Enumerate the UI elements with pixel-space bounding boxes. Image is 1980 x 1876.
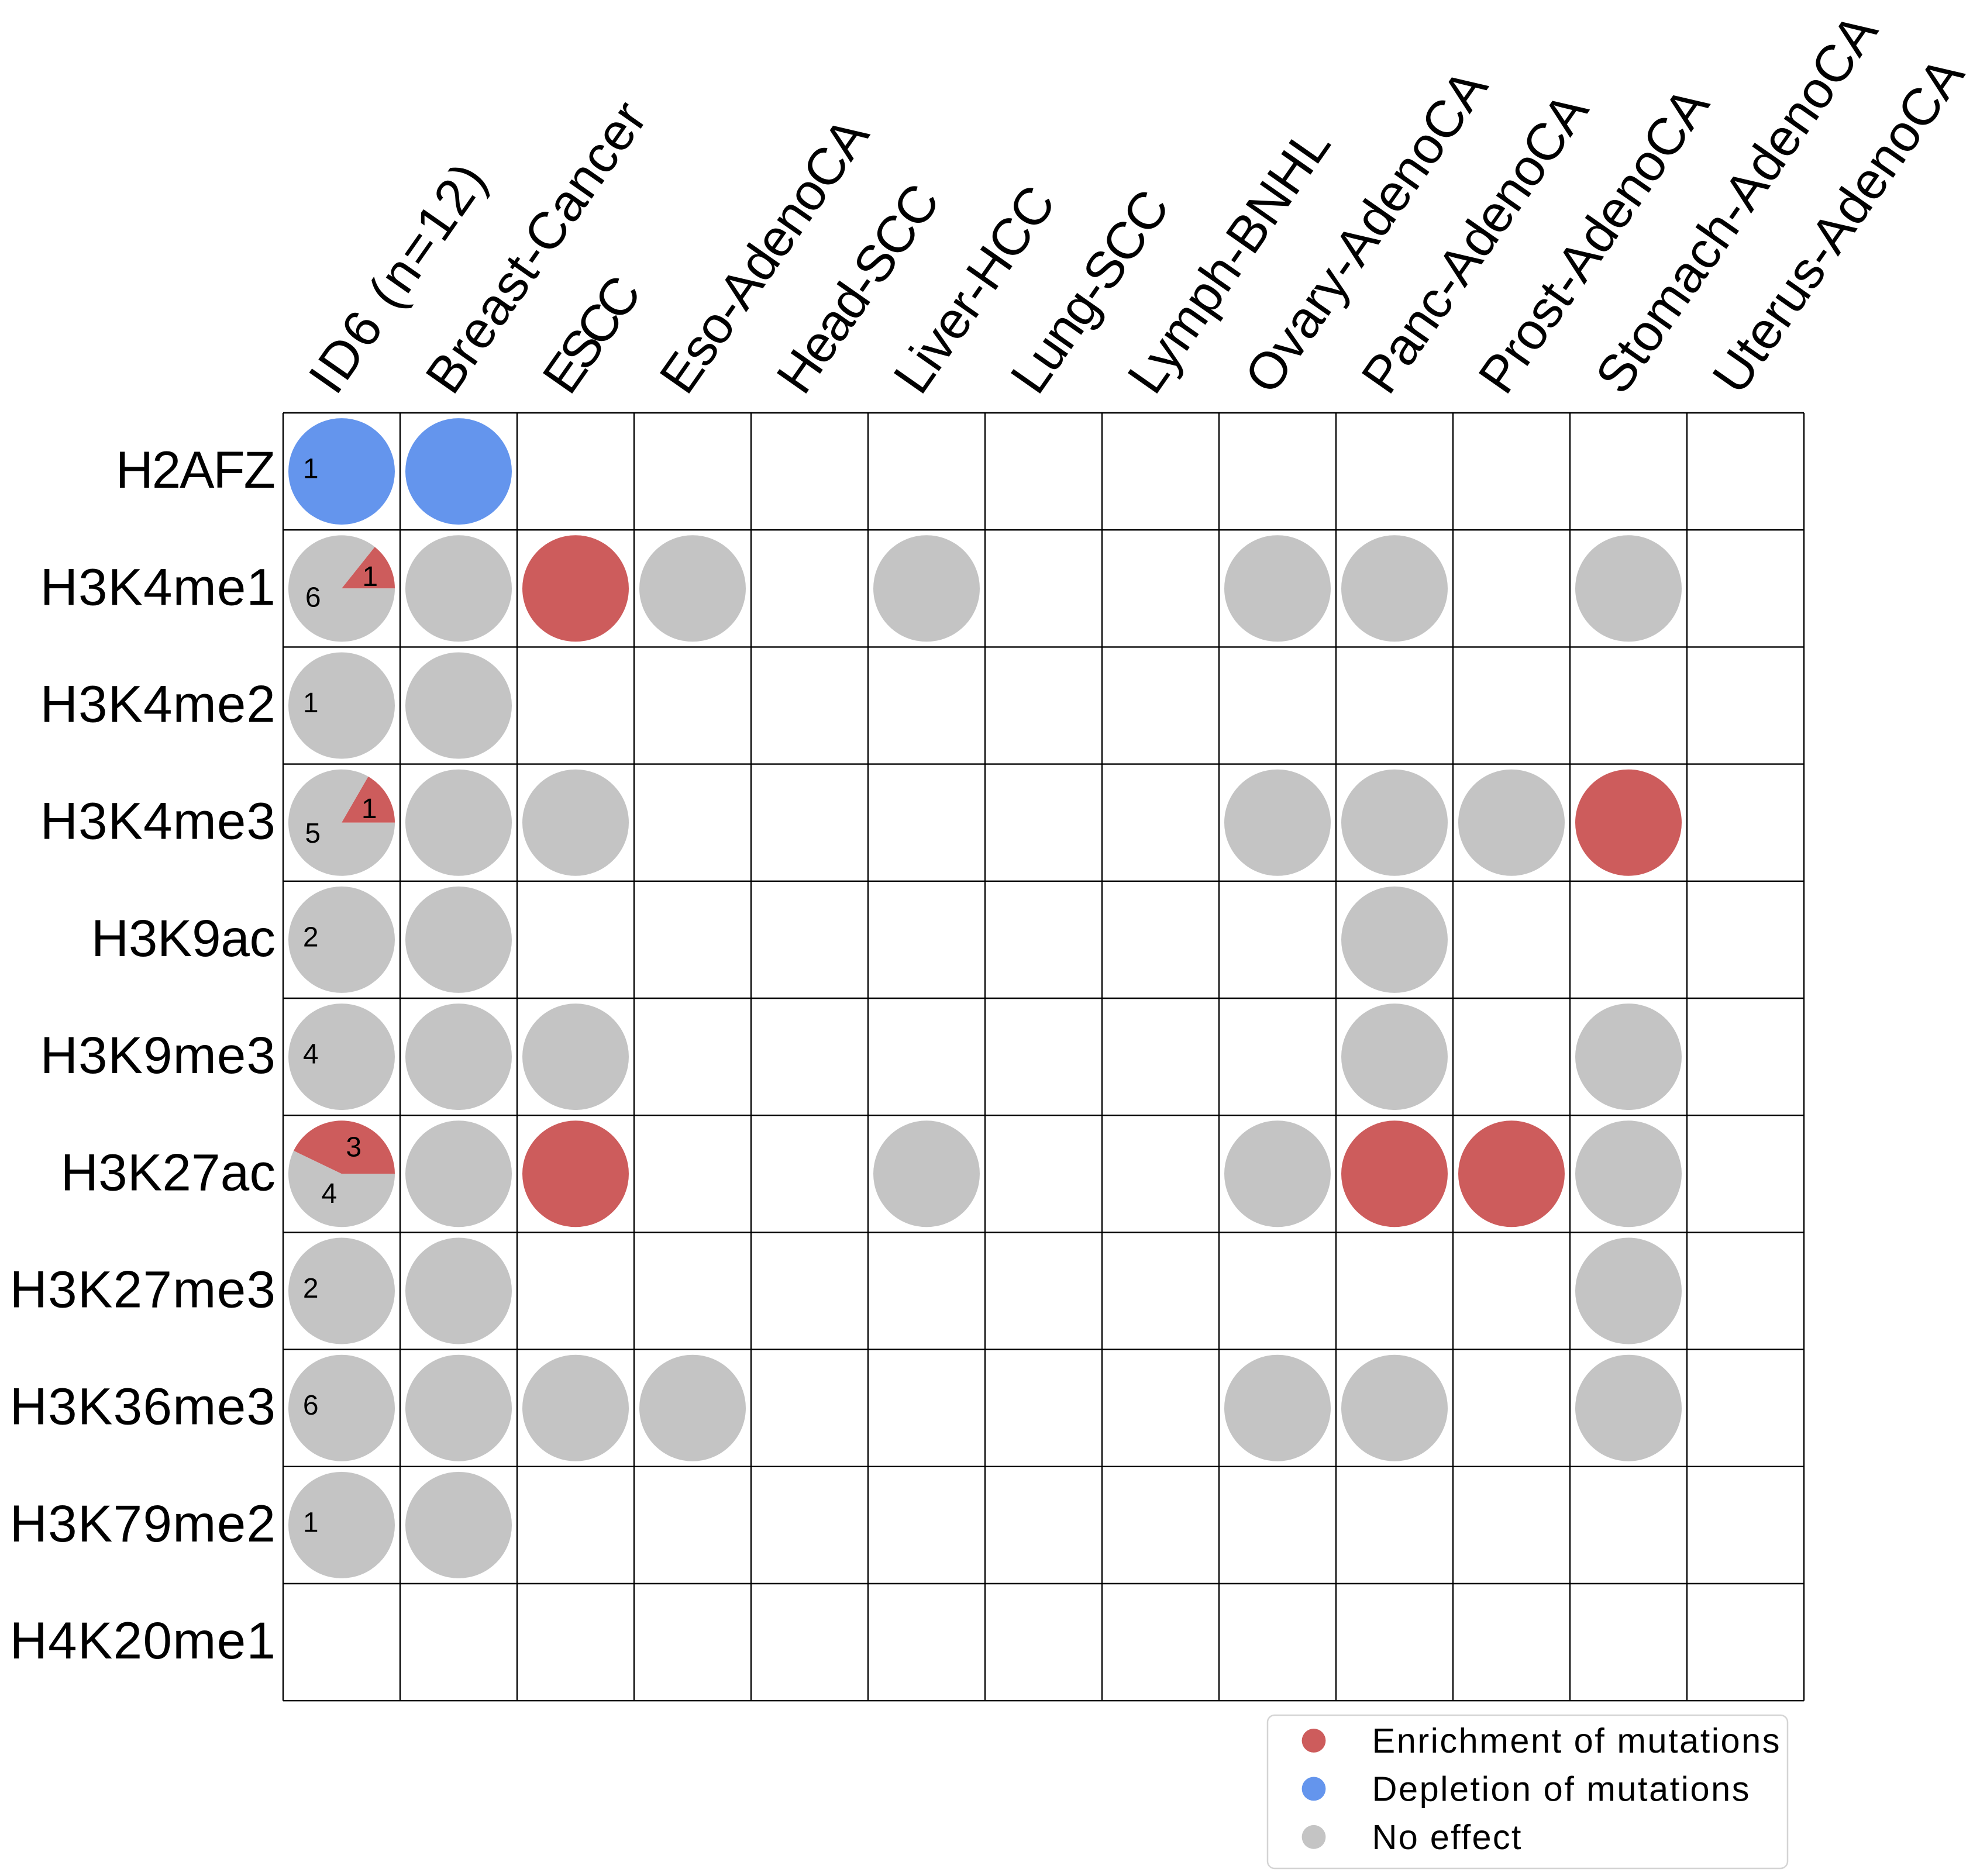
svg-text:H3K9me3: H3K9me3 [40,1026,276,1084]
svg-text:Depletion of mutations: Depletion of mutations [1372,1769,1751,1808]
svg-text:4: 4 [322,1178,338,1209]
svg-text:1: 1 [303,454,319,485]
svg-text:H3K4me1: H3K4me1 [40,557,276,616]
svg-text:No effect: No effect [1372,1818,1523,1857]
svg-text:1: 1 [303,1507,319,1538]
svg-text:1: 1 [303,688,319,719]
svg-text:5: 5 [305,818,321,849]
svg-text:6: 6 [303,1390,319,1421]
svg-text:H4K20me1: H4K20me1 [10,1611,277,1670]
svg-text:H3K79me2: H3K79me2 [10,1494,277,1553]
svg-text:2: 2 [303,922,319,953]
svg-text:H2AFZ: H2AFZ [116,440,274,499]
svg-text:H3K27me3: H3K27me3 [10,1260,277,1319]
svg-text:6: 6 [305,582,321,613]
svg-text:1: 1 [362,561,378,592]
svg-text:H3K4me2: H3K4me2 [40,675,276,733]
svg-text:3: 3 [346,1132,361,1163]
svg-text:H3K4me3: H3K4me3 [40,792,276,850]
svg-text:4: 4 [303,1039,319,1070]
svg-text:Enrichment of mutations: Enrichment of mutations [1372,1721,1782,1760]
svg-text:1: 1 [361,794,377,825]
svg-text:H3K9ac: H3K9ac [91,909,276,967]
svg-text:H3K27ac: H3K27ac [61,1143,276,1201]
svg-text:2: 2 [303,1273,319,1304]
svg-text:H3K36me3: H3K36me3 [10,1377,277,1436]
